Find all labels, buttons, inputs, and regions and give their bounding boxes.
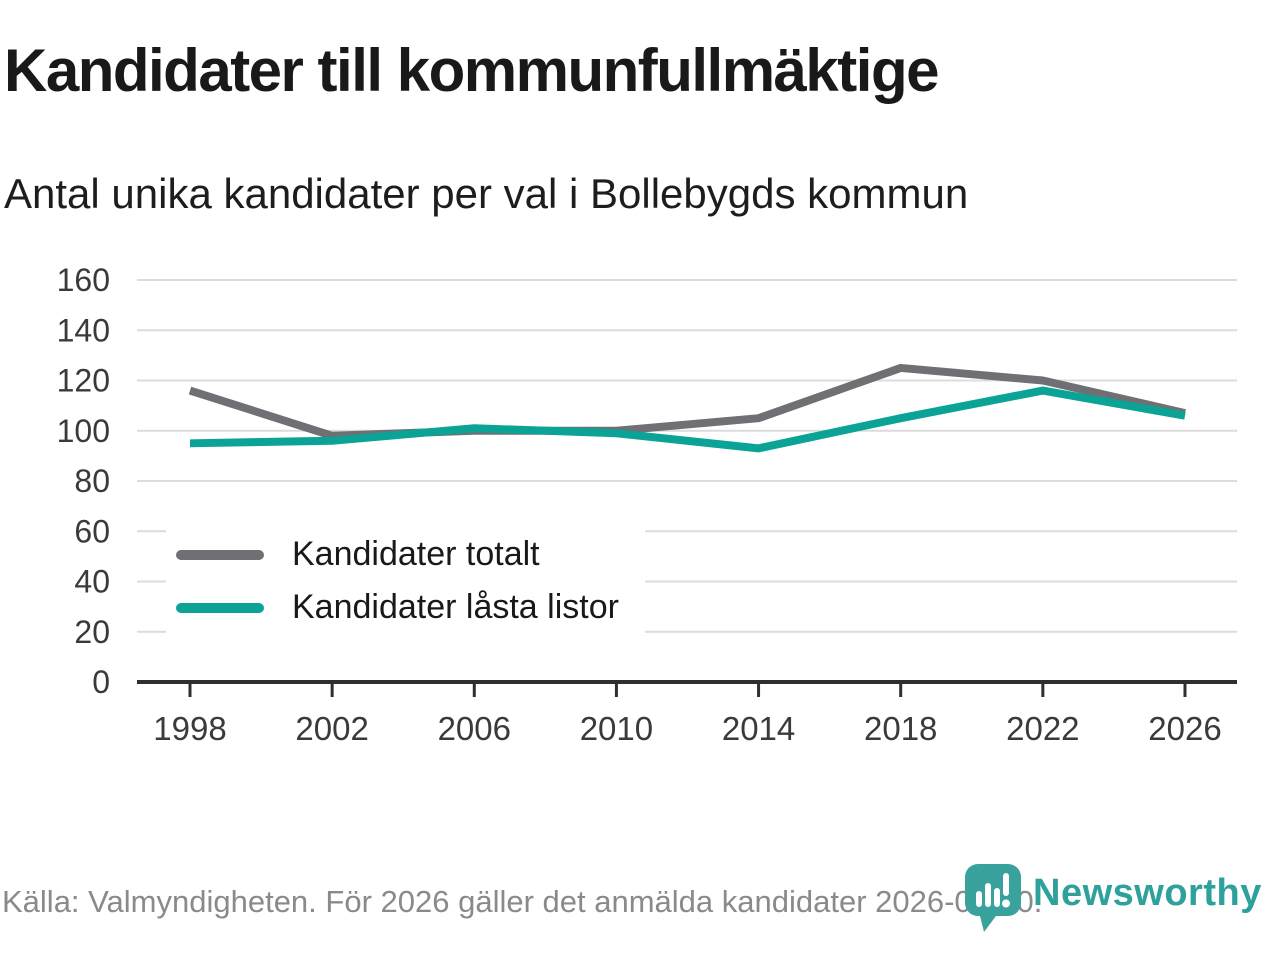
x-tick-label: 2022 (1006, 710, 1079, 747)
line-chart: 0 20 40 60 80 100 120 140 160 1998 2002 2006 2010 201… (0, 255, 1280, 760)
x-tick-label: 2002 (295, 710, 368, 747)
y-tick-label: 80 (74, 463, 110, 499)
legend-label-total: Kandidater totalt (292, 535, 540, 573)
x-tick-label: 2014 (722, 710, 795, 747)
legend-label-locked-lists: Kandidater låsta listor (292, 588, 619, 626)
y-tick-label: 60 (74, 513, 110, 549)
x-tick-label: 2018 (864, 710, 937, 747)
y-tick-label: 40 (74, 564, 110, 600)
x-tick-label: 2006 (438, 710, 511, 747)
y-tick-label: 0 (92, 664, 110, 700)
legend-swatch-locked-lists (176, 602, 264, 613)
page-title: Kandidater till kommunfullmäktige (4, 37, 939, 104)
series-line-0 (188, 363, 1186, 440)
chart-subtitle: Antal unika kandidater per val i Bolleby… (4, 170, 969, 217)
y-tick-label: 140 (57, 312, 110, 348)
legend-item-total: Kandidater totalt (176, 535, 619, 574)
legend-item-locked-lists: Kandidater låsta listor (176, 588, 619, 627)
chart-canvas: 0 20 40 60 80 100 120 140 160 1998 2002 2006 2010 201… (57, 262, 1237, 747)
newsworthy-logo: Newsworthy (963, 858, 1275, 933)
chart-legend: Kandidater totalt Kandidater låsta listo… (166, 527, 645, 637)
y-tick-label: 20 (74, 614, 110, 650)
newsworthy-wordmark: Newsworthy (1033, 872, 1262, 914)
x-tick-label: 2026 (1148, 710, 1221, 747)
series-line-1 (189, 386, 1186, 453)
legend-swatch-total (176, 549, 264, 560)
newsworthy-pin-icon (965, 864, 1021, 932)
source-note: Källa: Valmyndigheten. För 2026 gäller d… (2, 884, 1043, 919)
x-tick-label: 1998 (153, 710, 226, 747)
y-tick-label: 160 (57, 262, 110, 298)
y-tick-label: 120 (57, 363, 110, 399)
x-tick-label: 2010 (580, 710, 653, 747)
y-tick-label: 100 (57, 413, 110, 449)
